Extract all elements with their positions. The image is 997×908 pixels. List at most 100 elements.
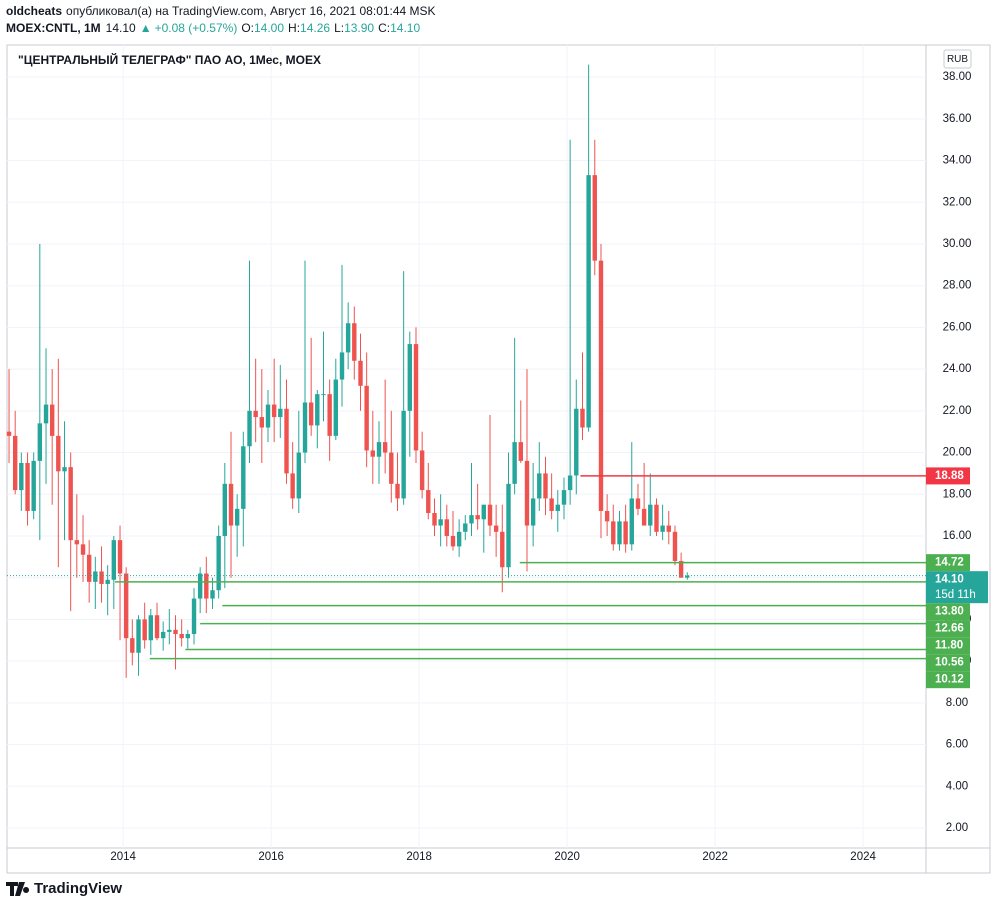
candle-body <box>549 498 554 511</box>
candle-body <box>629 498 634 545</box>
candle-body <box>438 519 443 526</box>
candle-body <box>136 619 141 653</box>
user: oldcheats <box>6 4 62 18</box>
candle-body <box>302 402 308 453</box>
candle-body <box>623 521 628 545</box>
candle-body <box>500 531 505 568</box>
candle-body <box>185 634 191 639</box>
chart-title: "ЦЕНТРАЛЬНЫЙ ТЕЛЕГРАФ" ПАО АО, 1Мес, MOE… <box>18 52 321 67</box>
y-tick-label: 4.00 <box>946 780 968 792</box>
candle-body <box>648 504 653 526</box>
candle-body <box>6 431 12 436</box>
candle-body <box>333 379 338 436</box>
y-tick-label: 32.00 <box>943 196 972 208</box>
ohlc-value: 13.90 <box>344 21 374 35</box>
candle-body <box>308 402 314 426</box>
candle-body <box>148 615 154 641</box>
price: 14.10 <box>106 21 136 35</box>
candle-body <box>31 460 36 511</box>
x-tick-label: 2024 <box>850 851 876 863</box>
candle-body <box>407 344 412 411</box>
price-label: 14.10 <box>935 574 964 586</box>
candle-body <box>512 442 517 484</box>
candle-body <box>567 475 573 491</box>
y-tick-label: 18.00 <box>943 488 972 500</box>
candle-body <box>327 394 332 436</box>
x-tick-label: 2016 <box>258 851 284 863</box>
candle-body <box>395 483 400 499</box>
candle-body <box>401 410 406 499</box>
candle-body <box>173 629 178 635</box>
change-arrow: ▲ <box>140 21 152 35</box>
candle-body <box>586 175 591 428</box>
chart-frame <box>6 44 991 874</box>
candle-body <box>105 579 110 584</box>
candle-body <box>463 523 468 532</box>
ohlc-label: O: <box>241 21 254 35</box>
price-label-bg <box>926 467 970 485</box>
candle-body <box>167 629 172 632</box>
candle-body <box>247 410 252 447</box>
header-line: oldcheats опубликовал(а) на TradingView.c… <box>6 4 436 18</box>
candle-body <box>99 571 104 584</box>
candle-body <box>611 521 616 545</box>
price-label: 12.66 <box>935 623 964 635</box>
candle-body <box>530 498 536 526</box>
candle-body <box>376 442 382 457</box>
candle-body <box>154 615 160 639</box>
candle-body <box>487 504 493 526</box>
candle-body <box>130 638 135 653</box>
candle-body <box>25 462 30 511</box>
y-tick-label: 36.00 <box>943 113 972 125</box>
currency: RUB <box>947 54 968 65</box>
candle-body <box>86 554 92 582</box>
candle-body <box>142 619 147 641</box>
y-tick-label: 22.00 <box>943 405 972 417</box>
x-tick-label: 2020 <box>554 851 580 863</box>
candle-body <box>506 483 511 568</box>
symbol-line: MOEX:CNTL, 1M 14.10 ▲ +0.08 (+0.57%) O:14.00… <box>6 21 420 35</box>
price-label-bg <box>926 603 970 621</box>
candle-body <box>74 540 80 545</box>
candle-body <box>672 531 678 562</box>
candle-body <box>228 483 234 526</box>
published: опубликовал(а) на TradingView.com, Авгус… <box>66 4 436 18</box>
candle-body <box>191 598 197 635</box>
y-tick-label: 26.00 <box>943 321 972 333</box>
brand: TradingView <box>34 880 122 897</box>
candle-body <box>197 573 203 599</box>
candle-body <box>259 417 265 428</box>
candle-body <box>635 498 641 509</box>
countdown: 15d 11h <box>935 589 976 601</box>
ohlc-label: C: <box>378 21 390 35</box>
price-label: 10.12 <box>935 674 964 686</box>
candle-body <box>111 540 117 580</box>
candle-body <box>598 260 604 511</box>
price-label: 14.72 <box>935 557 964 569</box>
candle-body <box>62 467 67 472</box>
candle-body <box>160 631 166 639</box>
candle-body <box>419 450 425 491</box>
candle-body <box>210 590 215 599</box>
candle-body <box>382 442 388 453</box>
y-tick-label: 2.00 <box>946 822 968 834</box>
candle-body <box>493 525 499 532</box>
ohlc-value: 14.00 <box>254 21 284 35</box>
candle-body <box>537 473 542 499</box>
candle-body <box>12 435 18 491</box>
candle-body <box>19 462 24 491</box>
candle-body <box>475 515 480 520</box>
candle-body <box>117 540 123 574</box>
price-label-bg <box>926 620 970 638</box>
y-tick-label: 6.00 <box>946 739 968 751</box>
candle-body <box>339 352 345 380</box>
x-tick-label: 2014 <box>110 851 136 863</box>
y-tick-label: 16.00 <box>943 530 972 542</box>
candle-body <box>456 531 462 547</box>
candle-body <box>444 519 449 536</box>
candle-body <box>561 490 567 505</box>
candle-body <box>49 404 55 436</box>
candle-body <box>315 394 320 426</box>
price-label-bg <box>926 654 970 672</box>
